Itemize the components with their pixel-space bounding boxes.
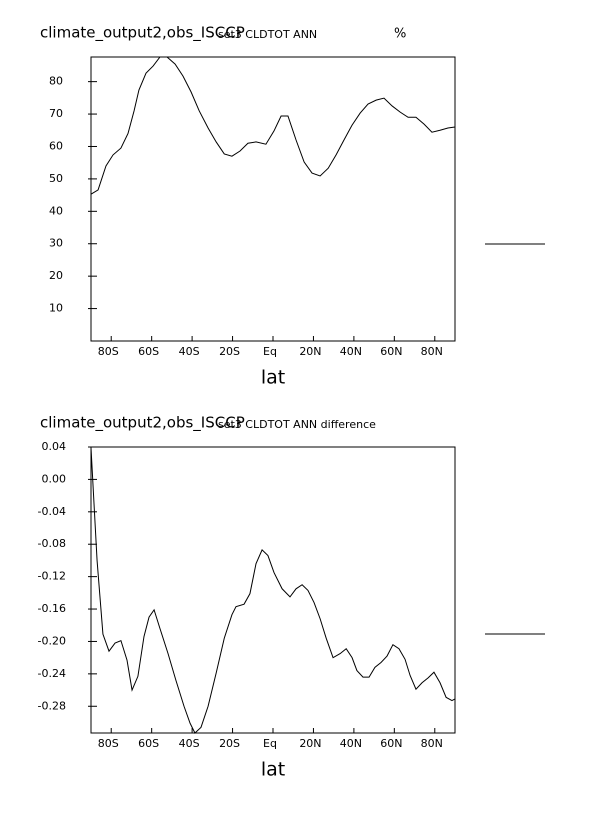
x-tick-label: Eq <box>263 737 277 750</box>
chart-title: climate_output2,obs_ISCCP <box>40 24 245 43</box>
x-tick-label: 40N <box>340 345 362 358</box>
units-label: % <box>394 27 406 42</box>
y-tick-label: 30 <box>49 237 63 250</box>
y-tick-label: 0.00 <box>42 472 67 485</box>
x-tick-label: Eq <box>263 345 277 358</box>
x-tick-label: 40S <box>179 345 200 358</box>
chart-subtitle: set3 CLDTOT ANN difference <box>218 418 376 431</box>
x-axis-label: lat <box>261 759 285 781</box>
y-tick-label: -0.24 <box>38 667 66 680</box>
x-tick-label: 20N <box>299 737 321 750</box>
x-tick-label: 20S <box>219 737 240 750</box>
chart-subtitle: set3 CLDTOT ANN <box>218 28 317 41</box>
y-tick-label: -0.12 <box>38 570 66 583</box>
x-tick-label: 80S <box>98 345 119 358</box>
chart-title: climate_output2,obs_ISCCP <box>40 414 245 433</box>
y-tick-label: 20 <box>49 269 63 282</box>
y-tick-label: -0.20 <box>38 634 66 647</box>
y-tick-label: 10 <box>49 302 63 315</box>
x-tick-label: 80N <box>421 737 443 750</box>
plot-frame <box>90 446 456 734</box>
x-axis-label: lat <box>261 367 285 389</box>
y-tick-label: 70 <box>49 107 63 120</box>
y-tick-label: -0.04 <box>38 505 66 518</box>
y-tick-label: 40 <box>49 204 63 217</box>
x-tick-label: 60N <box>380 737 402 750</box>
y-tick-label: 80 <box>49 75 63 88</box>
y-tick-label: -0.16 <box>38 602 66 615</box>
y-tick-label: 50 <box>49 172 63 185</box>
y-tick-label: -0.28 <box>38 699 66 712</box>
x-tick-label: 60S <box>138 345 159 358</box>
x-tick-label: 60N <box>380 345 402 358</box>
x-tick-label: 60S <box>138 737 159 750</box>
x-tick-label: 80S <box>98 737 119 750</box>
data-line <box>90 447 456 734</box>
y-tick-label: 0.04 <box>42 440 67 453</box>
x-tick-label: 40N <box>340 737 362 750</box>
x-tick-label: 40S <box>179 737 200 750</box>
x-tick-label: 80N <box>421 345 443 358</box>
data-line <box>90 56 456 195</box>
x-tick-label: 20N <box>299 345 321 358</box>
x-tick-label: 20S <box>219 345 240 358</box>
y-tick-label: 60 <box>49 139 63 152</box>
y-tick-label: -0.08 <box>38 537 66 550</box>
plot-frame <box>90 56 456 342</box>
